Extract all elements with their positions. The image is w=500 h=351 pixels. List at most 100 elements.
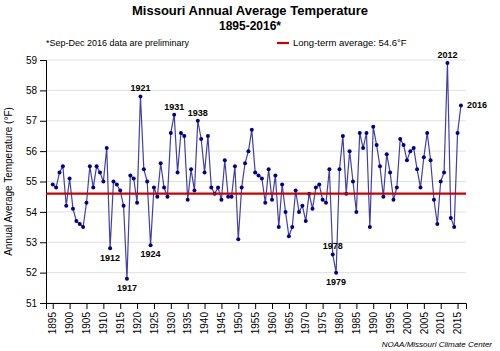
series-point — [240, 186, 244, 190]
x-tick-label: 1910 — [98, 312, 109, 335]
series-point — [122, 204, 126, 208]
annotation: 1938 — [188, 108, 208, 118]
series-point — [250, 128, 254, 132]
series-point — [176, 170, 180, 174]
series-point — [284, 210, 288, 214]
y-tick-mark — [40, 121, 46, 122]
series-point — [230, 195, 234, 199]
x-tick-label: 2000 — [402, 312, 413, 335]
x-tick-mark — [390, 303, 391, 309]
y-tick: 57 — [26, 115, 46, 126]
x-tick-mark — [137, 303, 138, 309]
x-tick-mark — [205, 303, 206, 309]
x-tick-mark — [458, 303, 459, 309]
x-tick-label: 1970 — [300, 312, 311, 335]
reference-legend-swatch — [277, 42, 289, 44]
series-point — [280, 183, 284, 187]
x-tick: 1935 — [182, 303, 193, 334]
y-tick-label: 55 — [26, 176, 38, 187]
series-point — [165, 195, 169, 199]
x-tick: 1960 — [267, 303, 278, 334]
y-tick: 52 — [26, 267, 46, 278]
y-tick: 54 — [26, 207, 46, 218]
y-tick-label: 59 — [26, 55, 38, 66]
series-point — [381, 195, 385, 199]
annotation: 1979 — [326, 277, 346, 287]
x-tick-label: 2010 — [435, 312, 446, 335]
series-point — [223, 158, 227, 162]
series-point — [98, 170, 102, 174]
series-point — [442, 170, 446, 174]
series-point — [348, 149, 352, 153]
y-tick: 55 — [26, 176, 46, 187]
series-point — [364, 131, 368, 135]
y-tick-label: 53 — [26, 237, 38, 248]
series-point — [179, 131, 183, 135]
note: *Sep-Dec 2016 data are preliminary — [46, 38, 190, 48]
x-tick: 2005 — [419, 303, 430, 334]
x-tick: 1945 — [216, 303, 227, 334]
series-point — [294, 189, 298, 193]
series-point — [425, 131, 429, 135]
x-tick-mark — [373, 303, 374, 309]
series-point — [290, 225, 294, 229]
x-tick: 1955 — [250, 303, 261, 334]
x-tick: 1970 — [300, 303, 311, 334]
x-tick-label: 1990 — [368, 312, 379, 335]
x-tick: 1895 — [47, 303, 58, 334]
x-tick-label: 1920 — [132, 312, 143, 335]
series-point — [203, 170, 207, 174]
series-point — [54, 186, 58, 190]
series-point — [287, 234, 291, 238]
series-point — [149, 243, 153, 247]
series-point — [375, 143, 379, 147]
x-tick-label: 1975 — [317, 312, 328, 335]
series-point — [51, 183, 55, 187]
x-tick-label: 1960 — [267, 312, 278, 335]
series-point — [432, 198, 436, 202]
series-point — [186, 198, 190, 202]
x-tick-label: 1900 — [64, 312, 75, 335]
x-tick-mark — [272, 303, 273, 309]
x-tick-mark — [407, 303, 408, 309]
annotations: 1912191719211924193119381978197920122016 — [100, 50, 487, 293]
series-point — [216, 186, 220, 190]
series-point — [71, 207, 75, 211]
annotation: 2016 — [467, 100, 487, 110]
title: Missouri Annual Average Temperature — [132, 3, 368, 18]
series-point — [155, 195, 159, 199]
x-tick: 1920 — [132, 303, 143, 334]
y-tick-mark — [40, 242, 46, 243]
series-point — [368, 225, 372, 229]
x-tick: 1995 — [385, 303, 396, 334]
series-point — [361, 146, 365, 150]
x-tick: 1985 — [351, 303, 362, 334]
series-point — [395, 186, 399, 190]
x-tick: 1975 — [317, 303, 328, 334]
series-line — [53, 63, 461, 279]
series-point — [327, 167, 331, 171]
series-point — [169, 131, 173, 135]
series-point — [196, 119, 200, 123]
grid-line — [46, 120, 466, 121]
series-point — [459, 104, 463, 108]
x-tick-label: 1945 — [216, 312, 227, 335]
series-point — [57, 170, 61, 174]
series-point — [270, 198, 274, 202]
y-tick-mark — [40, 151, 46, 152]
x-tick: 1980 — [334, 303, 345, 334]
series-point — [101, 180, 105, 184]
x-tick-label: 1905 — [81, 312, 92, 335]
x-tick-label: 1985 — [351, 312, 362, 335]
grid-line — [46, 60, 466, 61]
x-tick-mark — [171, 303, 172, 309]
series-point — [142, 167, 146, 171]
series-point — [415, 167, 419, 171]
series-point — [91, 186, 95, 190]
series-point — [135, 201, 139, 205]
x-tick: 2000 — [402, 303, 413, 334]
x-tick: 1925 — [149, 303, 160, 334]
series-point — [61, 164, 65, 168]
series-point — [182, 134, 186, 138]
y-tick-mark — [40, 60, 46, 61]
